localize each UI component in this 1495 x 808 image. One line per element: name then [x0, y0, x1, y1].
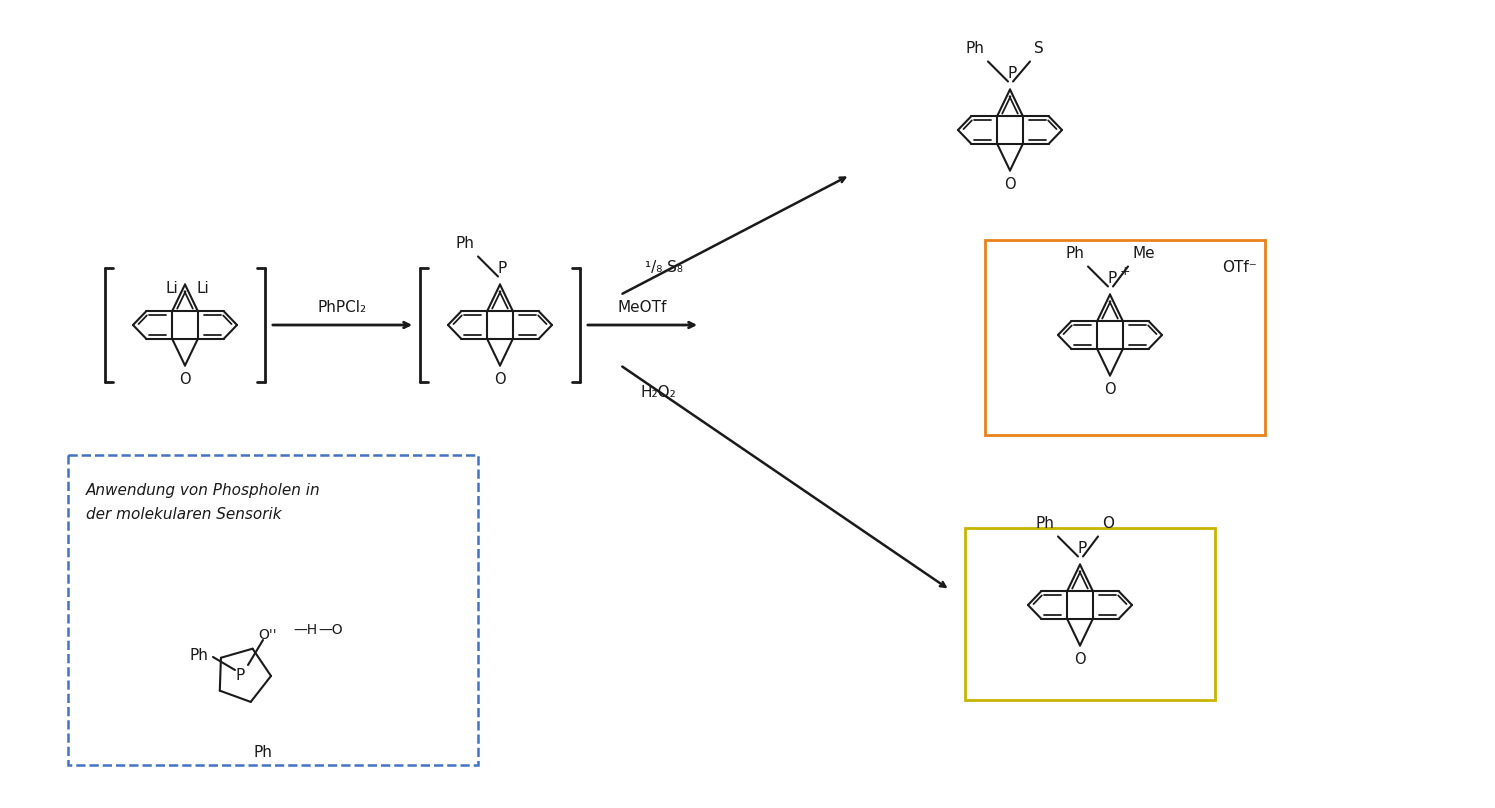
Text: —O: —O	[318, 623, 342, 637]
Text: Ph: Ph	[190, 647, 208, 663]
Text: +: +	[1120, 266, 1130, 279]
Bar	[985, 240, 1265, 435]
Text: PhPCl₂: PhPCl₂	[318, 300, 368, 315]
Text: Ph: Ph	[1035, 516, 1054, 532]
Text: Ph: Ph	[254, 745, 272, 760]
Text: P: P	[498, 262, 507, 276]
Text: Ph: Ph	[966, 41, 984, 57]
Text: der molekularen Sensorik: der molekularen Sensorik	[87, 507, 281, 522]
Text: S: S	[1035, 41, 1044, 57]
Text: ¹/₈ S₈: ¹/₈ S₈	[644, 260, 683, 275]
Bar	[964, 528, 1215, 700]
Text: P: P	[1108, 271, 1117, 287]
Text: O: O	[1105, 381, 1115, 397]
Text: Anwendung von Phospholen in: Anwendung von Phospholen in	[87, 483, 320, 498]
Text: Me: Me	[1132, 246, 1154, 262]
Text: Li: Li	[166, 281, 178, 297]
Text: Li: Li	[197, 281, 209, 297]
Text: P: P	[1078, 541, 1087, 557]
Text: P: P	[1008, 66, 1017, 82]
Text: H₂O₂: H₂O₂	[640, 385, 676, 400]
Text: O: O	[495, 372, 505, 386]
Text: O: O	[1075, 651, 1085, 667]
Text: Ph: Ph	[1064, 246, 1084, 262]
Text: Ph: Ph	[454, 237, 474, 251]
Text: O: O	[1005, 176, 1015, 191]
Text: P: P	[235, 667, 245, 683]
Text: O: O	[1102, 516, 1114, 532]
Text: OTf⁻: OTf⁻	[1223, 260, 1257, 275]
Text: MeOTf: MeOTf	[617, 300, 667, 315]
Text: —H: —H	[293, 623, 317, 637]
Text: O'': O''	[259, 628, 277, 642]
Text: O: O	[179, 372, 191, 386]
